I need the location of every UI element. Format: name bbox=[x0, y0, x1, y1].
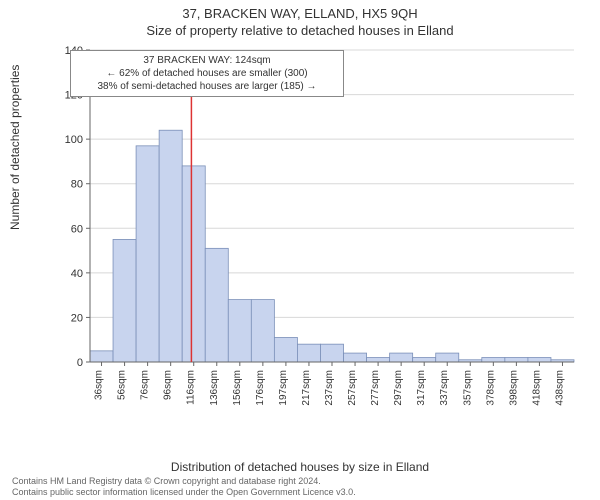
annotation-box: 37 BRACKEN WAY: 124sqm ← 62% of detached… bbox=[70, 50, 344, 97]
svg-text:297sqm: 297sqm bbox=[393, 370, 404, 406]
svg-text:197sqm: 197sqm bbox=[278, 370, 289, 406]
footer-attribution: Contains HM Land Registry data © Crown c… bbox=[12, 476, 356, 498]
svg-text:398sqm: 398sqm bbox=[508, 370, 519, 406]
svg-text:257sqm: 257sqm bbox=[347, 370, 358, 406]
svg-text:96sqm: 96sqm bbox=[163, 370, 174, 400]
svg-text:418sqm: 418sqm bbox=[531, 370, 542, 406]
svg-text:60: 60 bbox=[71, 223, 83, 235]
svg-text:36sqm: 36sqm bbox=[94, 370, 105, 400]
chart-title-sub: Size of property relative to detached ho… bbox=[0, 21, 600, 38]
histogram-plot: 02040608010012014036sqm56sqm76sqm96sqm11… bbox=[60, 44, 580, 424]
chart-title-main: 37, BRACKEN WAY, ELLAND, HX5 9QH bbox=[0, 0, 600, 21]
svg-text:237sqm: 237sqm bbox=[324, 370, 335, 406]
annotation-line3: 38% of semi-detached houses are larger (… bbox=[77, 80, 337, 93]
svg-text:100: 100 bbox=[65, 134, 83, 146]
svg-text:20: 20 bbox=[71, 312, 83, 324]
svg-text:156sqm: 156sqm bbox=[232, 370, 243, 406]
svg-text:40: 40 bbox=[71, 268, 83, 280]
annotation-line1: 37 BRACKEN WAY: 124sqm bbox=[77, 54, 337, 67]
svg-text:277sqm: 277sqm bbox=[370, 370, 381, 406]
svg-text:136sqm: 136sqm bbox=[209, 370, 220, 406]
svg-text:76sqm: 76sqm bbox=[140, 370, 151, 400]
svg-text:357sqm: 357sqm bbox=[462, 370, 473, 406]
footer-line1: Contains HM Land Registry data © Crown c… bbox=[12, 476, 356, 487]
x-axis-label: Distribution of detached houses by size … bbox=[0, 460, 600, 474]
svg-text:0: 0 bbox=[77, 357, 83, 369]
svg-text:317sqm: 317sqm bbox=[416, 370, 427, 406]
svg-text:378sqm: 378sqm bbox=[485, 370, 496, 406]
svg-text:217sqm: 217sqm bbox=[301, 370, 312, 406]
svg-text:56sqm: 56sqm bbox=[117, 370, 128, 400]
svg-text:80: 80 bbox=[71, 179, 83, 191]
svg-text:337sqm: 337sqm bbox=[439, 370, 450, 406]
svg-text:176sqm: 176sqm bbox=[255, 370, 266, 406]
svg-text:116sqm: 116sqm bbox=[186, 370, 197, 405]
svg-text:438sqm: 438sqm bbox=[554, 370, 565, 406]
y-axis-label: Number of detached properties bbox=[8, 65, 22, 230]
chart-area: 02040608010012014036sqm56sqm76sqm96sqm11… bbox=[60, 44, 580, 424]
footer-line2: Contains public sector information licen… bbox=[12, 487, 356, 498]
annotation-line2: ← 62% of detached houses are smaller (30… bbox=[77, 67, 337, 80]
chart-container: 37, BRACKEN WAY, ELLAND, HX5 9QH Size of… bbox=[0, 0, 600, 500]
